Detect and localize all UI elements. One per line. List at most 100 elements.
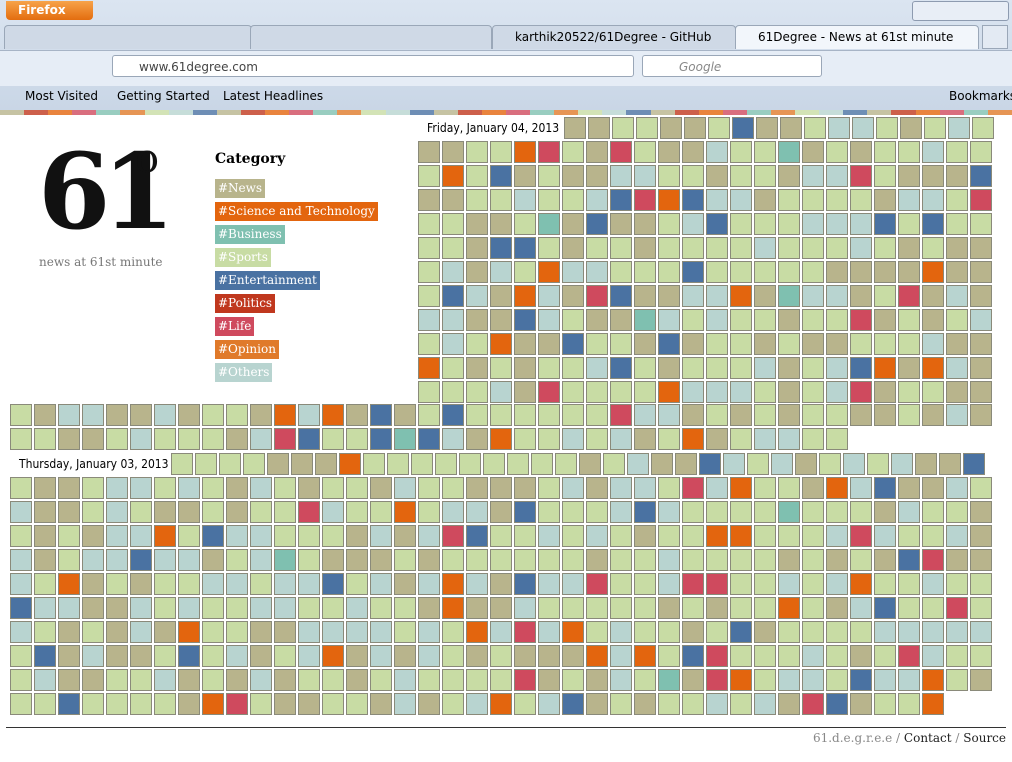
- news-tile[interactable]: [58, 428, 80, 450]
- news-tile[interactable]: [970, 213, 992, 235]
- news-tile[interactable]: [514, 381, 536, 403]
- news-tile[interactable]: [651, 453, 673, 475]
- news-tile[interactable]: [706, 237, 728, 259]
- news-tile[interactable]: [538, 477, 560, 499]
- news-tile[interactable]: [946, 213, 968, 235]
- news-tile[interactable]: [418, 501, 440, 523]
- news-tile[interactable]: [634, 237, 656, 259]
- news-tile[interactable]: [466, 501, 488, 523]
- news-tile[interactable]: [82, 645, 104, 667]
- news-tile[interactable]: [682, 597, 704, 619]
- news-tile[interactable]: [850, 669, 872, 691]
- news-tile[interactable]: [274, 525, 296, 547]
- news-tile[interactable]: [922, 309, 944, 331]
- news-tile[interactable]: [466, 549, 488, 571]
- news-tile[interactable]: [658, 597, 680, 619]
- news-tile[interactable]: [852, 117, 874, 139]
- news-tile[interactable]: [442, 357, 464, 379]
- news-tile[interactable]: [298, 501, 320, 523]
- news-tile[interactable]: [514, 477, 536, 499]
- news-tile[interactable]: [130, 693, 152, 715]
- news-tile[interactable]: [514, 189, 536, 211]
- news-tile[interactable]: [682, 261, 704, 283]
- news-tile[interactable]: [370, 404, 392, 426]
- news-tile[interactable]: [154, 597, 176, 619]
- news-tile[interactable]: [850, 404, 872, 426]
- news-tile[interactable]: [850, 645, 872, 667]
- news-tile[interactable]: [154, 549, 176, 571]
- news-tile[interactable]: [922, 357, 944, 379]
- news-tile[interactable]: [322, 404, 344, 426]
- news-tile[interactable]: [466, 428, 488, 450]
- news-tile[interactable]: [130, 669, 152, 691]
- news-tile[interactable]: [562, 693, 584, 715]
- news-tile[interactable]: [610, 189, 632, 211]
- news-tile[interactable]: [610, 237, 632, 259]
- news-tile[interactable]: [346, 525, 368, 547]
- news-tile[interactable]: [682, 428, 704, 450]
- news-tile[interactable]: [322, 669, 344, 691]
- news-tile[interactable]: [634, 621, 656, 643]
- news-tile[interactable]: [466, 189, 488, 211]
- news-tile[interactable]: [850, 285, 872, 307]
- news-tile[interactable]: [610, 404, 632, 426]
- news-tile[interactable]: [562, 404, 584, 426]
- news-tile[interactable]: [178, 669, 200, 691]
- news-tile[interactable]: [562, 237, 584, 259]
- news-tile[interactable]: [658, 501, 680, 523]
- news-tile[interactable]: [490, 237, 512, 259]
- news-tile[interactable]: [586, 357, 608, 379]
- news-tile[interactable]: [586, 213, 608, 235]
- news-tile[interactable]: [898, 165, 920, 187]
- news-tile[interactable]: [946, 597, 968, 619]
- news-tile[interactable]: [922, 285, 944, 307]
- news-tile[interactable]: [826, 525, 848, 547]
- news-tile[interactable]: [946, 549, 968, 571]
- news-tile[interactable]: [826, 381, 848, 403]
- news-tile[interactable]: [58, 404, 80, 426]
- news-tile[interactable]: [634, 501, 656, 523]
- news-tile[interactable]: [466, 309, 488, 331]
- news-tile[interactable]: [442, 573, 464, 595]
- news-tile[interactable]: [442, 381, 464, 403]
- news-tile[interactable]: [394, 501, 416, 523]
- news-tile[interactable]: [747, 453, 769, 475]
- news-tile[interactable]: [418, 477, 440, 499]
- news-tile[interactable]: [106, 645, 128, 667]
- news-tile[interactable]: [802, 645, 824, 667]
- news-tile[interactable]: [754, 285, 776, 307]
- news-tile[interactable]: [898, 597, 920, 619]
- news-tile[interactable]: [922, 189, 944, 211]
- news-tile[interactable]: [922, 501, 944, 523]
- news-tile[interactable]: [732, 117, 754, 139]
- news-tile[interactable]: [106, 597, 128, 619]
- news-tile[interactable]: [202, 549, 224, 571]
- news-tile[interactable]: [466, 693, 488, 715]
- news-tile[interactable]: [490, 525, 512, 547]
- news-tile[interactable]: [394, 428, 416, 450]
- contact-link[interactable]: Contact: [903, 731, 952, 745]
- news-tile[interactable]: [178, 549, 200, 571]
- news-tile[interactable]: [562, 333, 584, 355]
- news-tile[interactable]: [82, 573, 104, 595]
- news-tile[interactable]: [826, 621, 848, 643]
- news-tile[interactable]: [924, 117, 946, 139]
- news-tile[interactable]: [946, 573, 968, 595]
- news-tile[interactable]: [682, 333, 704, 355]
- news-tile[interactable]: [538, 213, 560, 235]
- news-tile[interactable]: [370, 501, 392, 523]
- news-tile[interactable]: [82, 549, 104, 571]
- news-tile[interactable]: [442, 428, 464, 450]
- category-label[interactable]: #Business: [215, 225, 285, 244]
- news-tile[interactable]: [34, 669, 56, 691]
- news-tile[interactable]: [634, 573, 656, 595]
- news-tile[interactable]: [538, 693, 560, 715]
- news-tile[interactable]: [298, 573, 320, 595]
- news-tile[interactable]: [850, 501, 872, 523]
- news-tile[interactable]: [874, 309, 896, 331]
- news-tile[interactable]: [442, 189, 464, 211]
- news-tile[interactable]: [658, 573, 680, 595]
- news-tile[interactable]: [706, 597, 728, 619]
- category-label[interactable]: #Life: [215, 317, 255, 336]
- news-tile[interactable]: [970, 261, 992, 283]
